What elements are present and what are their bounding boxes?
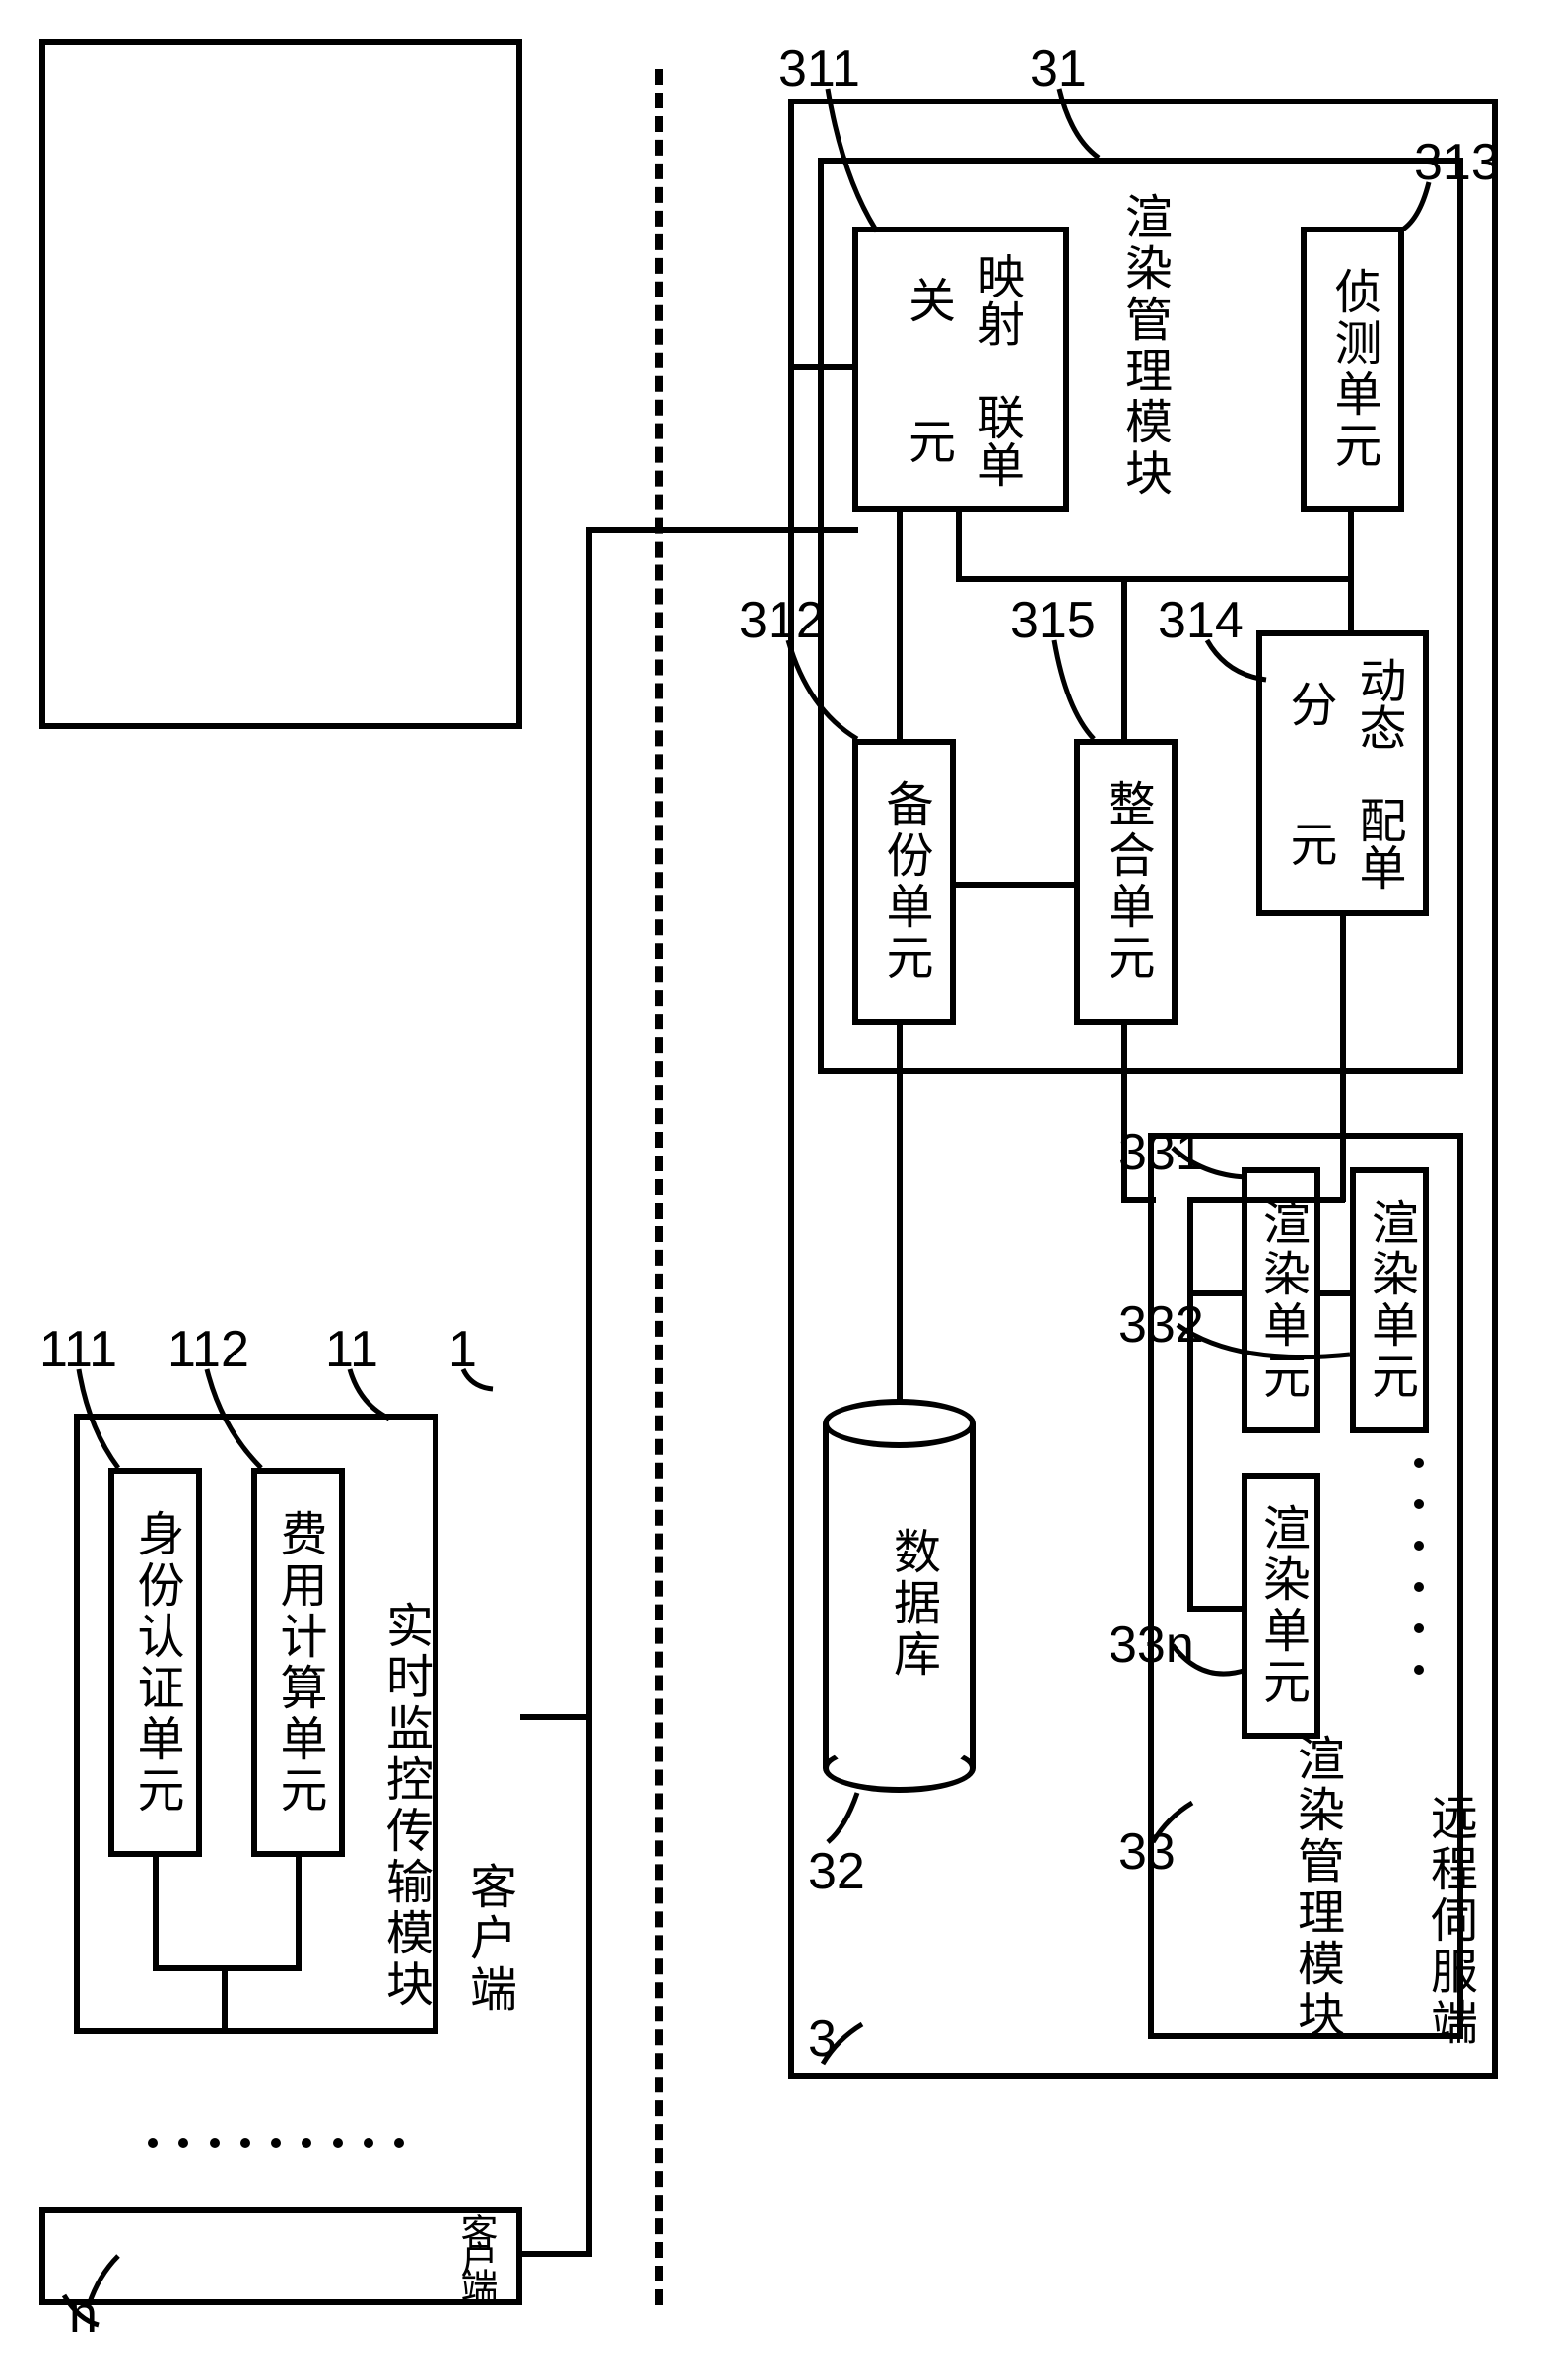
render-dots	[1414, 1458, 1424, 1675]
auth-unit: 身份认证单元	[108, 1468, 202, 1857]
render-unit-2: 渲染单元	[1350, 1167, 1429, 1433]
render-unit-n: 渲染单元	[1242, 1473, 1320, 1739]
backup-unit: 备份单元	[852, 739, 956, 1025]
database-label: 数据库	[877, 1527, 946, 1681]
dynalloc-unit: 动态分 配单元	[1256, 630, 1429, 916]
render-mgmt-bot-label: 渲染管理模块	[1281, 1734, 1350, 2041]
detect-unit: 侦测单元	[1301, 227, 1404, 512]
rt-module-label: 实时监控传输模块	[370, 1601, 438, 2011]
map-unit: 映射关 联单元	[852, 227, 1069, 512]
separator	[655, 69, 663, 2305]
integrate-unit: 整合单元	[1074, 739, 1178, 1025]
cost-unit: 费用计算单元	[251, 1468, 345, 1857]
client-outer	[39, 39, 522, 729]
system-diagram: 客户端 实时监控传输模块 身份认证单元 费用计算单元 111 112 11 1 …	[39, 39, 1508, 2341]
client-label: 客户端	[453, 1862, 522, 2016]
client-dots	[148, 2138, 404, 2148]
render-unit-1: 渲染单元	[1242, 1167, 1320, 1433]
render-mgmt-top-label: 渲染管理模块	[1109, 192, 1178, 499]
